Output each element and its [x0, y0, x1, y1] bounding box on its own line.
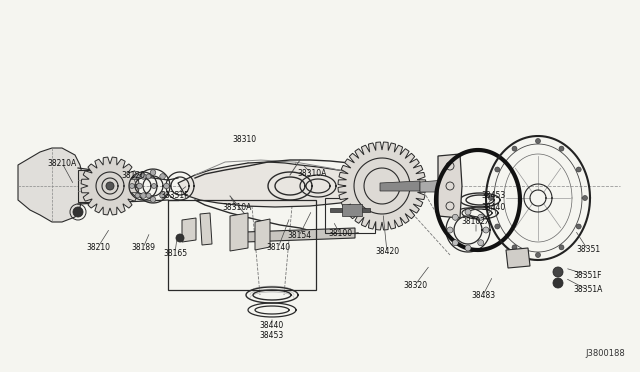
Text: 38100: 38100 — [328, 230, 352, 238]
Text: 38453: 38453 — [260, 330, 284, 340]
Circle shape — [129, 183, 134, 189]
Polygon shape — [81, 157, 139, 215]
Polygon shape — [78, 170, 100, 202]
Text: 38440: 38440 — [260, 321, 284, 330]
Text: J3800188: J3800188 — [585, 349, 625, 358]
Circle shape — [152, 183, 157, 189]
Polygon shape — [420, 180, 445, 192]
Text: 38165: 38165 — [163, 248, 187, 257]
Polygon shape — [342, 204, 362, 216]
Text: 38154: 38154 — [287, 231, 311, 241]
Circle shape — [106, 182, 114, 190]
Circle shape — [141, 193, 147, 198]
Circle shape — [495, 224, 500, 229]
Circle shape — [559, 245, 564, 250]
Circle shape — [553, 278, 563, 288]
Circle shape — [176, 234, 184, 242]
Circle shape — [73, 207, 83, 217]
Circle shape — [150, 197, 156, 202]
Bar — [168, 200, 316, 290]
Polygon shape — [338, 142, 426, 230]
Text: 38420: 38420 — [375, 247, 399, 257]
Text: 38440: 38440 — [482, 202, 506, 212]
Circle shape — [160, 174, 165, 179]
Polygon shape — [18, 148, 85, 222]
Text: 38140: 38140 — [266, 244, 290, 253]
Circle shape — [536, 253, 541, 257]
Text: 38453: 38453 — [482, 192, 506, 201]
Circle shape — [536, 138, 541, 144]
Polygon shape — [330, 208, 370, 212]
Circle shape — [137, 183, 142, 189]
Circle shape — [160, 193, 165, 198]
Polygon shape — [230, 213, 248, 251]
Polygon shape — [200, 213, 212, 245]
Circle shape — [135, 193, 140, 198]
Text: 38210A: 38210A — [47, 158, 77, 167]
Circle shape — [477, 240, 484, 246]
Circle shape — [146, 174, 151, 179]
Circle shape — [465, 209, 471, 215]
Circle shape — [164, 183, 170, 189]
Circle shape — [559, 146, 564, 151]
Circle shape — [512, 245, 517, 250]
Circle shape — [483, 227, 489, 233]
Circle shape — [452, 240, 458, 246]
Circle shape — [141, 174, 147, 179]
Text: 38483: 38483 — [471, 291, 495, 299]
Polygon shape — [438, 154, 462, 218]
Text: 38210: 38210 — [86, 243, 110, 251]
Circle shape — [135, 174, 140, 179]
Circle shape — [150, 170, 156, 175]
Circle shape — [576, 224, 581, 229]
Bar — [325, 198, 375, 233]
Circle shape — [447, 227, 453, 233]
Circle shape — [477, 214, 484, 220]
Polygon shape — [245, 228, 355, 242]
Text: 38351F: 38351F — [161, 190, 189, 199]
Polygon shape — [255, 219, 270, 250]
Circle shape — [465, 245, 471, 251]
Polygon shape — [506, 248, 530, 268]
Text: 38189: 38189 — [131, 244, 155, 253]
Polygon shape — [380, 181, 420, 191]
Circle shape — [512, 146, 517, 151]
Text: 38351A: 38351A — [573, 285, 603, 295]
Text: 38310A: 38310A — [298, 170, 326, 179]
Text: 38310A: 38310A — [222, 203, 252, 212]
Text: 38102X: 38102X — [461, 218, 491, 227]
Polygon shape — [182, 218, 196, 242]
Text: 38320: 38320 — [403, 280, 427, 289]
Text: 38310: 38310 — [232, 135, 256, 144]
Circle shape — [553, 267, 563, 277]
Text: 38351: 38351 — [576, 246, 600, 254]
Circle shape — [452, 214, 458, 220]
Circle shape — [576, 167, 581, 172]
Text: 38351F: 38351F — [573, 270, 602, 279]
Circle shape — [582, 196, 588, 201]
Circle shape — [146, 193, 151, 198]
Circle shape — [488, 196, 493, 201]
Polygon shape — [178, 162, 375, 207]
Circle shape — [495, 167, 500, 172]
Text: 38120: 38120 — [121, 171, 145, 180]
